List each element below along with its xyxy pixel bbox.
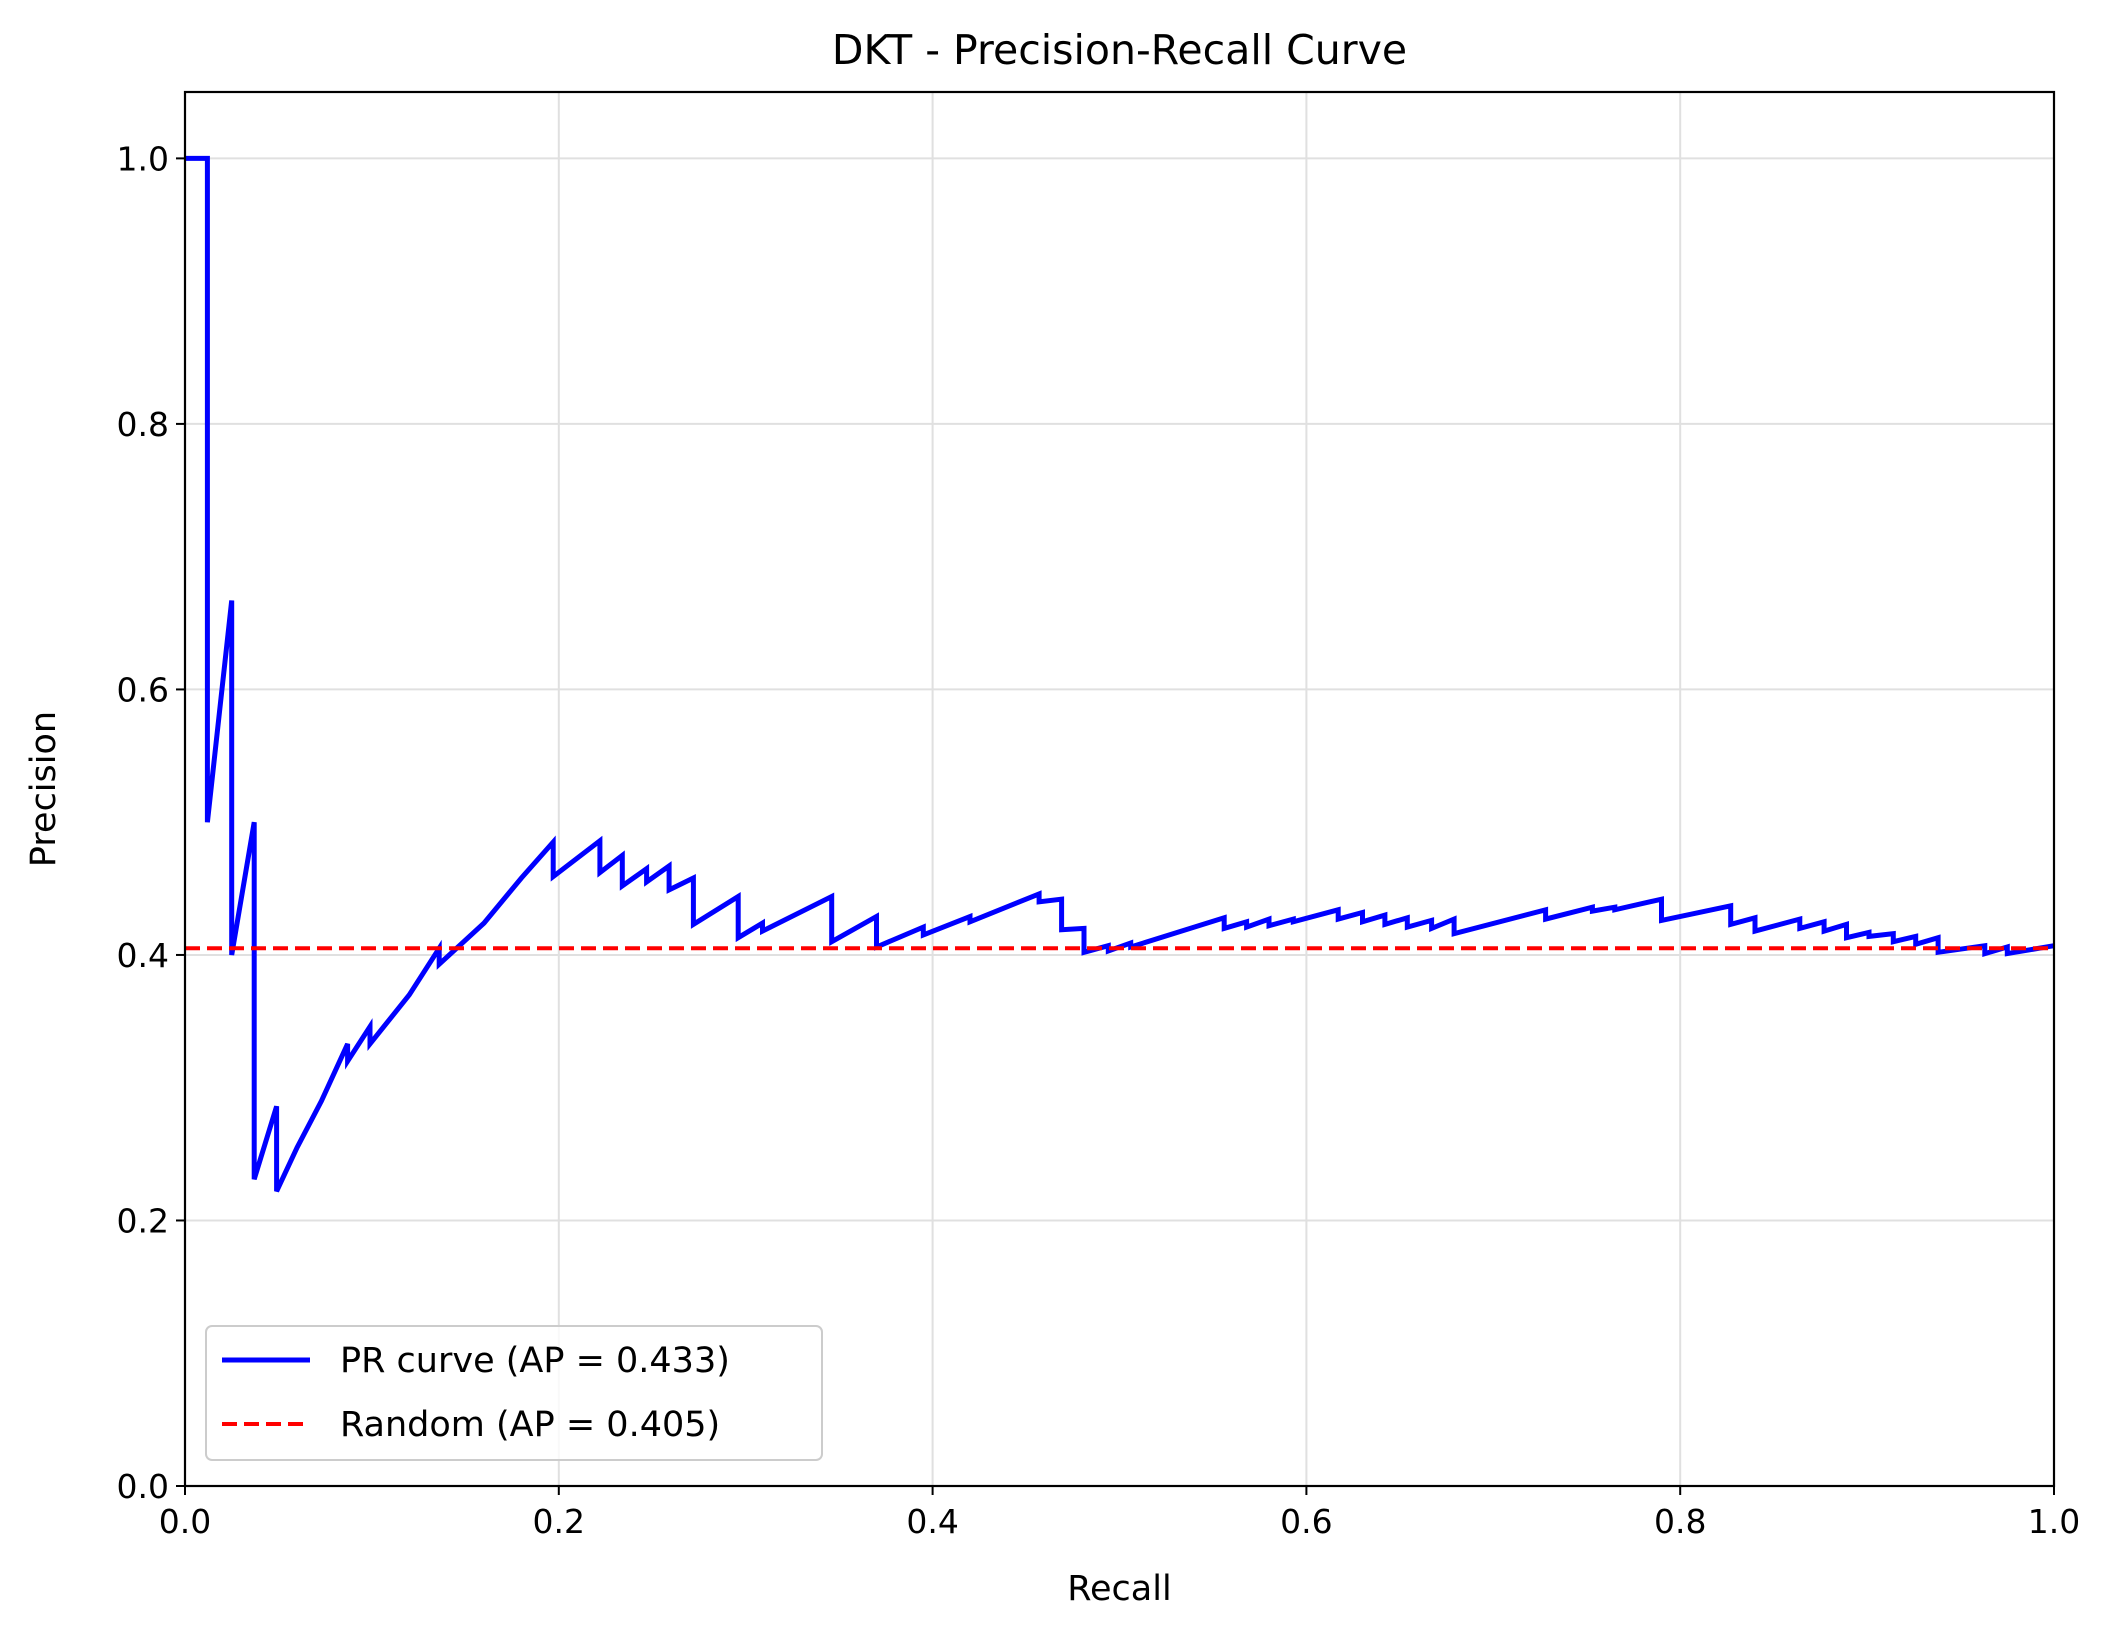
- x-tick-label: 0.2: [533, 1502, 585, 1541]
- x-tick-label: 0.6: [1280, 1502, 1332, 1541]
- legend-box: [205, 1325, 823, 1461]
- axis-ticks: 0.0 0.2 0.4 0.6 0.8 1.0 0.0 0.2 0.4 0.6 0.8 1.0: [117, 139, 2081, 1541]
- legend: PR curve (AP = 0.433) Random (AP = 0.405…: [205, 1325, 823, 1461]
- pr-curve-line: [185, 155, 2055, 1193]
- y-tick-label: 1.0: [117, 139, 169, 178]
- y-tick-label: 0.2: [117, 1201, 169, 1240]
- y-tick-label: 0.4: [117, 936, 169, 975]
- y-tick-label: 0.0: [117, 1467, 169, 1506]
- y-tick-label: 0.8: [117, 405, 169, 444]
- grid: [184, 92, 2055, 1487]
- y-axis-label: Precision: [24, 711, 64, 867]
- x-tick-label: 0.4: [906, 1502, 958, 1541]
- legend-label-pr-curve: PR curve (AP = 0.433): [340, 1341, 730, 1381]
- x-axis-label: Recall: [1067, 1569, 1171, 1609]
- x-tick-label: 0.0: [159, 1502, 211, 1541]
- x-tick-label: 1.0: [2028, 1502, 2080, 1541]
- chart-title: DKT - Precision-Recall Curve: [832, 26, 1407, 74]
- x-tick-label: 0.8: [1654, 1502, 1706, 1541]
- legend-label-random: Random (AP = 0.405): [340, 1405, 720, 1445]
- plot-area: [185, 155, 2055, 1193]
- y-tick-label: 0.6: [117, 670, 169, 709]
- axes-frame: [183, 90, 2056, 1488]
